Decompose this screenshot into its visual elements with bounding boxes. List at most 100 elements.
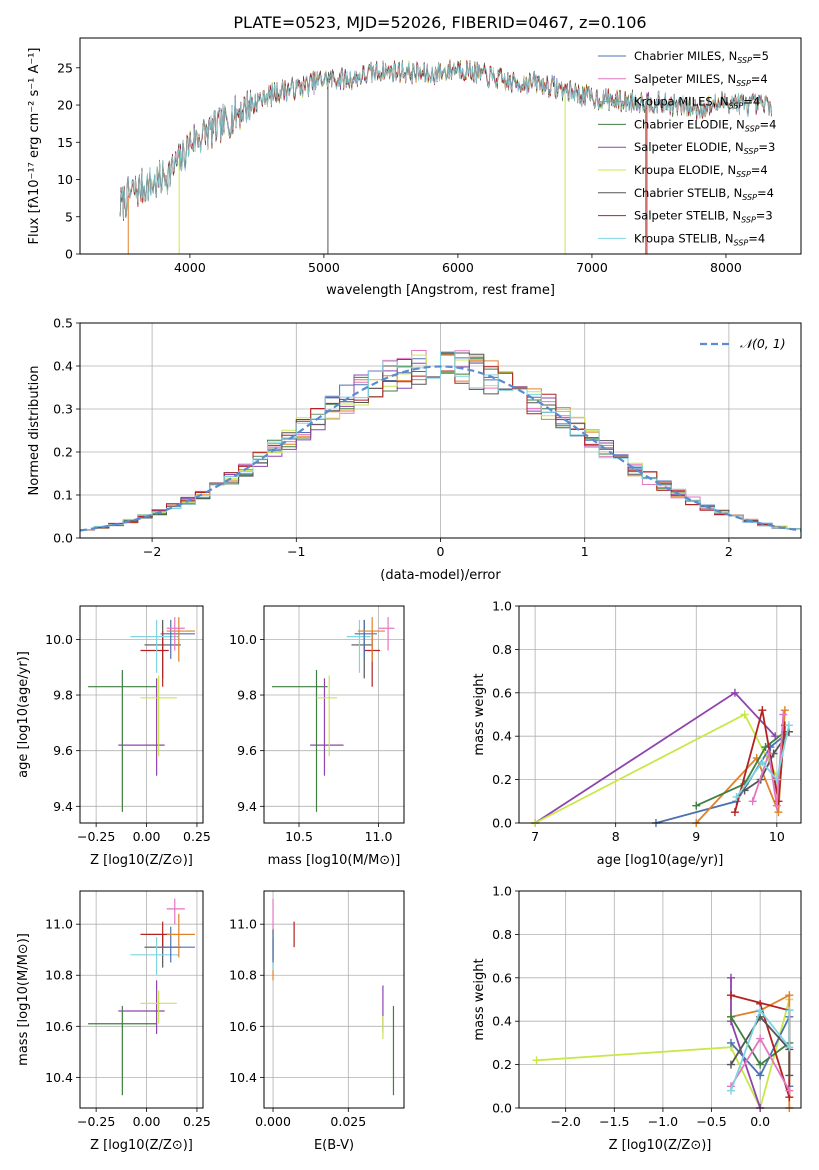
spectrum-panel: 4000 5000 6000 7000 8000 0 5 10 15 20 25 Chabrier M… bbox=[27, 37, 802, 298]
weight-marker bbox=[726, 973, 735, 982]
weight-marker bbox=[785, 1086, 794, 1095]
weight-marker bbox=[779, 710, 788, 719]
x-axis-label: (data-model)/error bbox=[380, 568, 501, 583]
error-bars bbox=[88, 617, 195, 812]
x-tick-label: −0.5 bbox=[696, 1114, 726, 1129]
weight-marker bbox=[784, 721, 793, 730]
mass-vs-metallicity-panel: −0.25 0.00 0.25 10.4 10.6 10.8 11.0 Z [log10(Z/… bbox=[16, 890, 211, 1153]
weight-marker bbox=[730, 688, 739, 697]
x-tick-label: 0.25 bbox=[183, 1114, 211, 1129]
weight-marker bbox=[732, 792, 741, 801]
y-tick-label: 10 bbox=[57, 172, 73, 187]
x-tick-label: −0.25 bbox=[77, 1114, 115, 1129]
x-tick-label: 7 bbox=[531, 829, 539, 844]
y-tick-label: 10.6 bbox=[229, 1019, 257, 1034]
y-tick-label: 0.0 bbox=[53, 531, 73, 546]
weight-line bbox=[730, 1008, 791, 1091]
y-tick-label: 0.5 bbox=[53, 316, 73, 331]
x-tick-label: 0.0 bbox=[750, 1114, 770, 1129]
histograms bbox=[80, 350, 801, 532]
axes-frame bbox=[263, 890, 405, 1109]
y-tick-label: 0.2 bbox=[492, 772, 512, 787]
x-axis-label: mass [log10(M/M⊙)] bbox=[268, 853, 401, 868]
x-axis-label: wavelength [Angstrom, rest frame] bbox=[326, 283, 555, 298]
x-axis-label: E(B-V) bbox=[314, 1138, 354, 1153]
weight-marker bbox=[772, 801, 781, 810]
weight-marker bbox=[726, 1012, 735, 1021]
weight-marker bbox=[532, 1056, 541, 1065]
weight-marker bbox=[730, 808, 739, 817]
weight-marker bbox=[748, 797, 757, 806]
y-tick-label: 9.4 bbox=[237, 799, 257, 814]
x-tick-label: 8000 bbox=[710, 260, 742, 275]
weight-marker bbox=[726, 991, 735, 1000]
x-tick-label: −0.25 bbox=[77, 829, 115, 844]
weight-marker bbox=[740, 710, 749, 719]
weight-vs-metallicity-panel: −2.0 −1.5 −1.0 −0.5 0.0 0.0 0.2 0.4 0.6 0.8 1.0 Z [… bbox=[472, 884, 802, 1153]
x-tick-label: 0.00 bbox=[133, 829, 161, 844]
weight-marker bbox=[726, 1038, 735, 1047]
y-tick-label: 0.4 bbox=[492, 1014, 512, 1029]
legend-entry: Chabrier ELODIE, NSSP=4 bbox=[634, 117, 776, 133]
legend-entry: Kroupa ELODIE, NSSP=4 bbox=[634, 163, 768, 179]
y-tick-label: 10.0 bbox=[45, 632, 73, 647]
weight-line bbox=[735, 725, 790, 798]
y-tick-label: 0.6 bbox=[492, 685, 512, 700]
legend-entry: Kroupa MILES, NSSP=4 bbox=[634, 95, 760, 111]
y-tick-label: 0.1 bbox=[53, 488, 73, 503]
x-axis-label: Z [log10(Z/Z⊙)] bbox=[90, 1138, 193, 1153]
x-tick-label: −2 bbox=[143, 544, 161, 559]
weight-marker bbox=[758, 706, 767, 715]
weight-line bbox=[751, 714, 785, 806]
weight-marker bbox=[726, 1086, 735, 1095]
weight-marker bbox=[756, 1060, 765, 1069]
y-tick-label: 10.4 bbox=[45, 1070, 73, 1085]
legend-entry: Salpeter MILES, NSSP=4 bbox=[634, 72, 768, 88]
x-tick-label: 9 bbox=[692, 829, 700, 844]
y-tick-label: 0.0 bbox=[492, 816, 512, 831]
x-tick-label: 0.00 bbox=[133, 1114, 161, 1129]
x-tick-label: 1 bbox=[581, 544, 589, 559]
weight-marker bbox=[756, 1006, 765, 1015]
legend-entry: 𝒩(0, 1) bbox=[740, 336, 786, 351]
residuals-panel: −2 −1 0 1 2 0.0 0.1 0.2 0.3 0.4 0.5 𝒩(0, 1) (data-mo… bbox=[27, 316, 802, 583]
weight-marker bbox=[774, 808, 783, 817]
legend-entry: Salpeter STELIB, NSSP=3 bbox=[634, 209, 773, 225]
x-tick-label: −2.0 bbox=[550, 1114, 580, 1129]
weight-marker bbox=[785, 1043, 794, 1052]
spectrum-line bbox=[119, 61, 772, 219]
legend-entry: Chabrier MILES, NSSP=5 bbox=[634, 49, 769, 65]
x-tick-label: 0.25 bbox=[183, 829, 211, 844]
axes-frame bbox=[79, 322, 802, 539]
weight-marker bbox=[726, 1060, 735, 1069]
x-axis-label: Z [log10(Z/Z⊙)] bbox=[609, 1138, 712, 1153]
y-tick-label: 5 bbox=[65, 209, 73, 224]
y-axis-label: age [log10(age/yr)] bbox=[16, 651, 31, 778]
weight-line bbox=[730, 1015, 791, 1076]
weight-line bbox=[695, 731, 786, 807]
weight-marker bbox=[785, 1071, 794, 1080]
weight-marker bbox=[785, 1006, 794, 1015]
y-tick-label: 9.8 bbox=[53, 688, 73, 703]
y-tick-label: 0.3 bbox=[53, 402, 73, 417]
error-bars bbox=[88, 898, 195, 1096]
y-axis-label: mass weight bbox=[472, 958, 487, 1040]
legend-entry: Salpeter ELODIE, NSSP=3 bbox=[634, 140, 775, 156]
y-tick-label: 0 bbox=[65, 247, 73, 262]
y-tick-label: 10.8 bbox=[229, 968, 257, 983]
y-tick-label: 11.0 bbox=[229, 917, 257, 932]
y-tick-label: 10.4 bbox=[229, 1070, 257, 1085]
y-tick-label: 1.0 bbox=[492, 599, 512, 614]
y-axis-label: Normed distribution bbox=[27, 366, 42, 496]
x-tick-label: 0 bbox=[437, 544, 445, 559]
y-tick-label: 0.0 bbox=[492, 1101, 512, 1116]
y-tick-label: 20 bbox=[57, 98, 73, 113]
y-tick-label: 9.8 bbox=[237, 688, 257, 703]
axes-frame bbox=[79, 605, 204, 824]
x-tick-label: 7000 bbox=[576, 260, 608, 275]
spectrum-lines bbox=[119, 58, 772, 254]
weight-marker bbox=[785, 991, 794, 1000]
histogram-step bbox=[80, 351, 801, 531]
legend-entry: Chabrier STELIB, NSSP=4 bbox=[634, 186, 774, 202]
